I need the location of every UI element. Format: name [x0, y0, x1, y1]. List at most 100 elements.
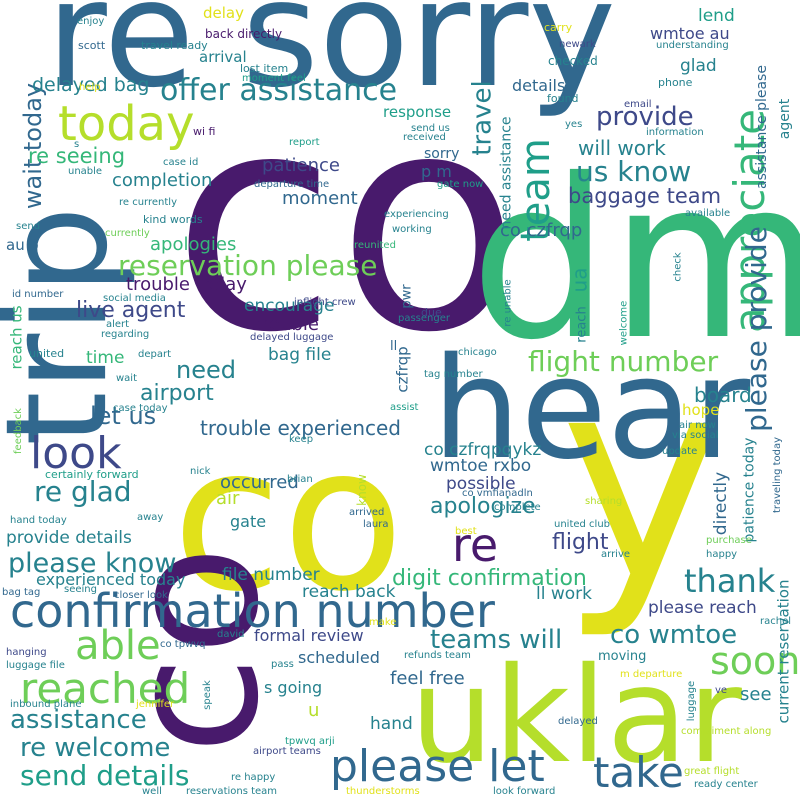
word-arrive: arrive — [601, 549, 631, 560]
word-co-tpwvq: co tpwvq — [160, 639, 206, 650]
word-closer-look: closer look — [114, 590, 168, 601]
word-provide-details: provide details — [6, 528, 132, 548]
word-apologies: apologies — [150, 234, 237, 255]
word-enjoy: enjoy — [77, 16, 105, 27]
word-luggage: luggage — [686, 680, 698, 722]
word-case-today: case today — [113, 403, 168, 414]
word-re-welcome: re welcome — [20, 733, 171, 763]
word-re-sorry: re sorry — [46, 0, 617, 120]
word-thank: thank — [684, 562, 776, 600]
word-unable: unable — [68, 166, 103, 177]
word-well: well — [142, 786, 162, 797]
word-board: board — [694, 383, 752, 407]
word-travel: travel — [467, 80, 498, 156]
word-experiencing: experiencing — [384, 209, 449, 220]
word-m-departure: m departure — [620, 669, 683, 680]
word-report: report — [289, 137, 320, 148]
word-apologize: apologize — [430, 494, 536, 519]
word-moving: moving — [598, 649, 647, 664]
word-completion: completion — [112, 170, 213, 191]
word-united: united — [29, 347, 65, 360]
word-offer-assistance: offer assistance — [160, 73, 398, 108]
word-p-m: p m — [421, 162, 452, 181]
word-confirmation-number: confirmation number — [10, 584, 495, 638]
word-jennifer: jennifer — [136, 699, 175, 710]
word-available: available — [685, 208, 731, 219]
word-time: time — [86, 348, 125, 368]
word-case-id: case id — [163, 157, 199, 168]
word-ll: ll — [390, 339, 398, 354]
word-update: update — [662, 446, 698, 457]
word-understanding: understanding — [656, 40, 729, 51]
word-make: make — [369, 617, 397, 628]
word-tag-number: tag number — [424, 369, 483, 380]
word-send-us: send us — [411, 123, 450, 134]
word-au-o: au o — [6, 236, 39, 254]
word-departure-time: departure time — [254, 179, 330, 190]
word-thunderstorms: thunderstorms — [346, 786, 420, 797]
word-re-currently: re currently — [119, 197, 177, 208]
word-experienced-today: experienced today — [36, 570, 186, 589]
word-received: received — [403, 132, 446, 143]
word-need-assistance: need assistance — [498, 116, 515, 230]
word-social-media: social media — [103, 293, 166, 304]
word-moment: moment — [282, 188, 358, 209]
word-re-unable: re unable — [502, 279, 514, 327]
word-rachel: rachel — [760, 616, 792, 627]
word-co-yellow: co — [172, 403, 405, 636]
word-united-club: united club — [554, 519, 611, 530]
word-u: u — [308, 700, 320, 721]
word-hand: hand — [370, 714, 413, 734]
word-reach-back: reach back — [302, 582, 396, 602]
word-czfrqp: czfrqp — [393, 346, 412, 393]
word-hear: hear — [432, 328, 751, 491]
word-pass: pass — [271, 659, 294, 670]
word-ll-work: ll work — [536, 584, 592, 604]
word-lend: lend — [698, 6, 735, 26]
word-re-glad: re glad — [34, 475, 132, 508]
word-uklar: uklar — [410, 639, 742, 793]
word-re-seeing: re seeing — [28, 144, 126, 168]
word-due: due — [421, 306, 442, 319]
word-tpwvq-arji: tpwvq arji — [285, 736, 335, 747]
word-refunds-team: refunds team — [404, 650, 471, 661]
word-please-let: please let — [330, 741, 545, 792]
word-wait: wait — [116, 373, 138, 384]
word-arrived: arrived — [349, 507, 385, 518]
word-feedback: feedback — [12, 408, 24, 454]
word-send-details: send details — [20, 759, 190, 792]
word-re: re — [452, 518, 499, 572]
word-via-social: via social — [672, 430, 719, 441]
word-inflight-crew: inflight crew — [294, 297, 356, 308]
word-lost-item: lost item — [240, 62, 289, 75]
word-re-happy: re happy — [231, 772, 276, 783]
word-reservations-team: reservations team — [186, 786, 278, 797]
word-wmtoe-rxbo: wmtoe rxbo — [430, 456, 532, 476]
word-feel-free: feel free — [390, 668, 465, 689]
word-need: need — [176, 356, 236, 384]
word-seeing: seeing — [64, 584, 97, 595]
word-flight: flight — [552, 530, 609, 555]
word-today: today — [58, 96, 195, 152]
word-scheduled: scheduled — [298, 648, 380, 667]
word-complete: complete — [494, 502, 541, 513]
word-take: take — [593, 748, 684, 797]
word-live-agent: live agent — [76, 298, 186, 323]
word-s: s — [74, 139, 80, 150]
word-reach: reach — [574, 306, 590, 343]
word-see: see — [740, 684, 772, 705]
word-ve: ve — [715, 685, 728, 696]
word-yes: yes — [565, 119, 583, 130]
word-know: know — [354, 474, 369, 506]
word-currently: currently — [105, 228, 150, 239]
word-traveling-today: traveling today — [772, 436, 784, 514]
word-look-forward: look forward — [493, 786, 556, 797]
word-scott: scott — [78, 39, 106, 52]
word-bag-tag: bag tag — [2, 587, 41, 598]
word-regarding: regarding — [101, 329, 150, 340]
word-help: help — [79, 82, 101, 93]
word-inbound-plane: inbound plane — [10, 699, 82, 710]
word-laura: laura — [363, 519, 389, 530]
word-phone: phone — [658, 76, 693, 89]
word-wmtoe-au: wmtoe au — [650, 24, 730, 43]
